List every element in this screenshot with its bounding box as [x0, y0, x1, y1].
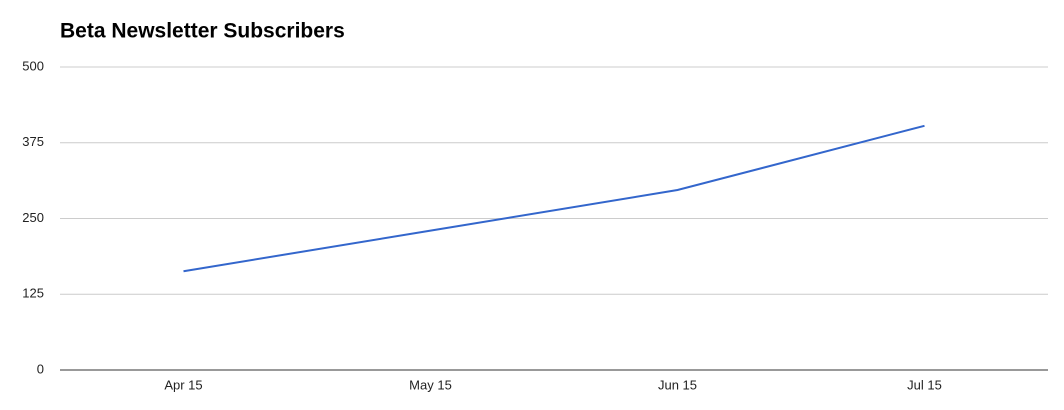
x-tick-label: Jul 15	[907, 377, 942, 392]
x-tick-label: Apr 15	[164, 377, 202, 392]
y-tick-label: 250	[22, 210, 44, 225]
y-tick-label: 125	[22, 286, 44, 301]
chart-title: Beta Newsletter Subscribers	[60, 20, 345, 43]
x-tick-label: May 15	[409, 377, 452, 392]
y-tick-label: 0	[37, 361, 44, 376]
x-tick-label: Jun 15	[658, 377, 697, 392]
line-series	[183, 124, 925, 273]
y-tick-label: 500	[22, 58, 44, 73]
y-tick-label: 375	[22, 134, 44, 149]
